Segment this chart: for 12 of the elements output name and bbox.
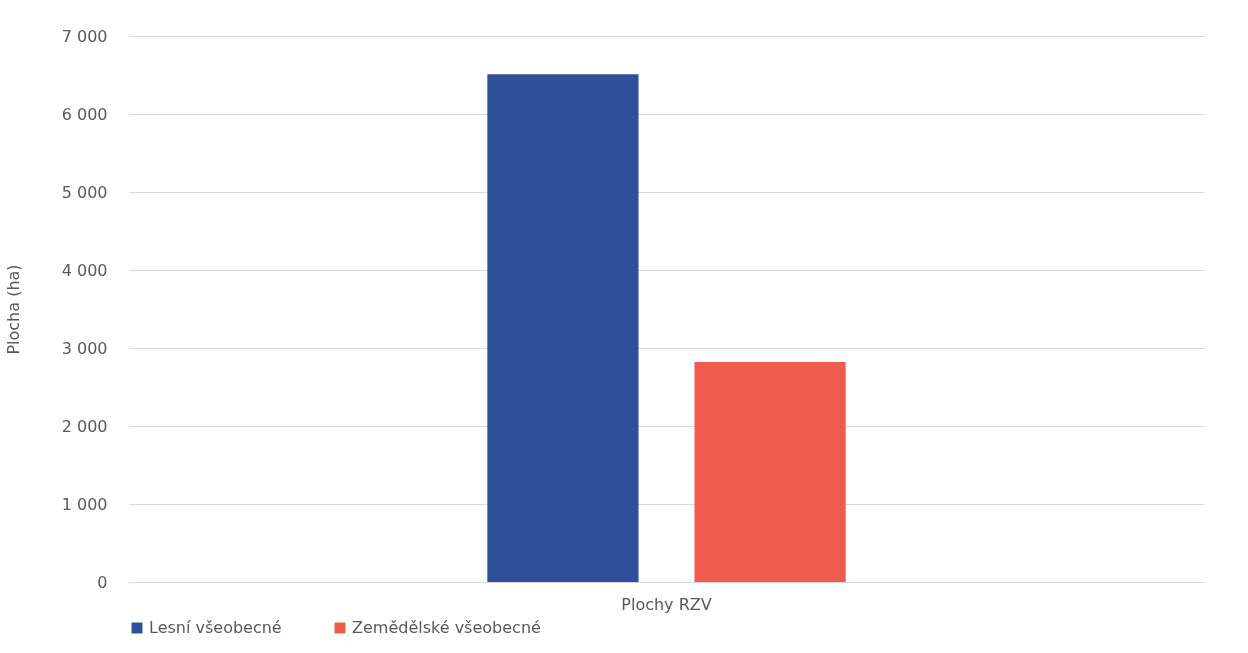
y-tick-label: 3 000	[61, 338, 108, 358]
y-tick-label: 0	[97, 572, 108, 592]
y-tick-label: 2 000	[61, 416, 108, 436]
x-tick-label: Plochy RZV	[621, 594, 712, 614]
y-tick-label: 1 000	[61, 494, 108, 514]
y-tick-label: 6 000	[61, 104, 108, 124]
legend-label: Zemědělské všeobecné	[352, 618, 541, 637]
y-tick-label: 5 000	[61, 182, 108, 202]
y-axis-title: Plocha (ha)	[3, 264, 23, 355]
legend-label: Lesní všeobecné	[149, 618, 282, 637]
y-tick-label: 4 000	[61, 260, 108, 280]
y-tick-label: 7 000	[61, 26, 108, 46]
